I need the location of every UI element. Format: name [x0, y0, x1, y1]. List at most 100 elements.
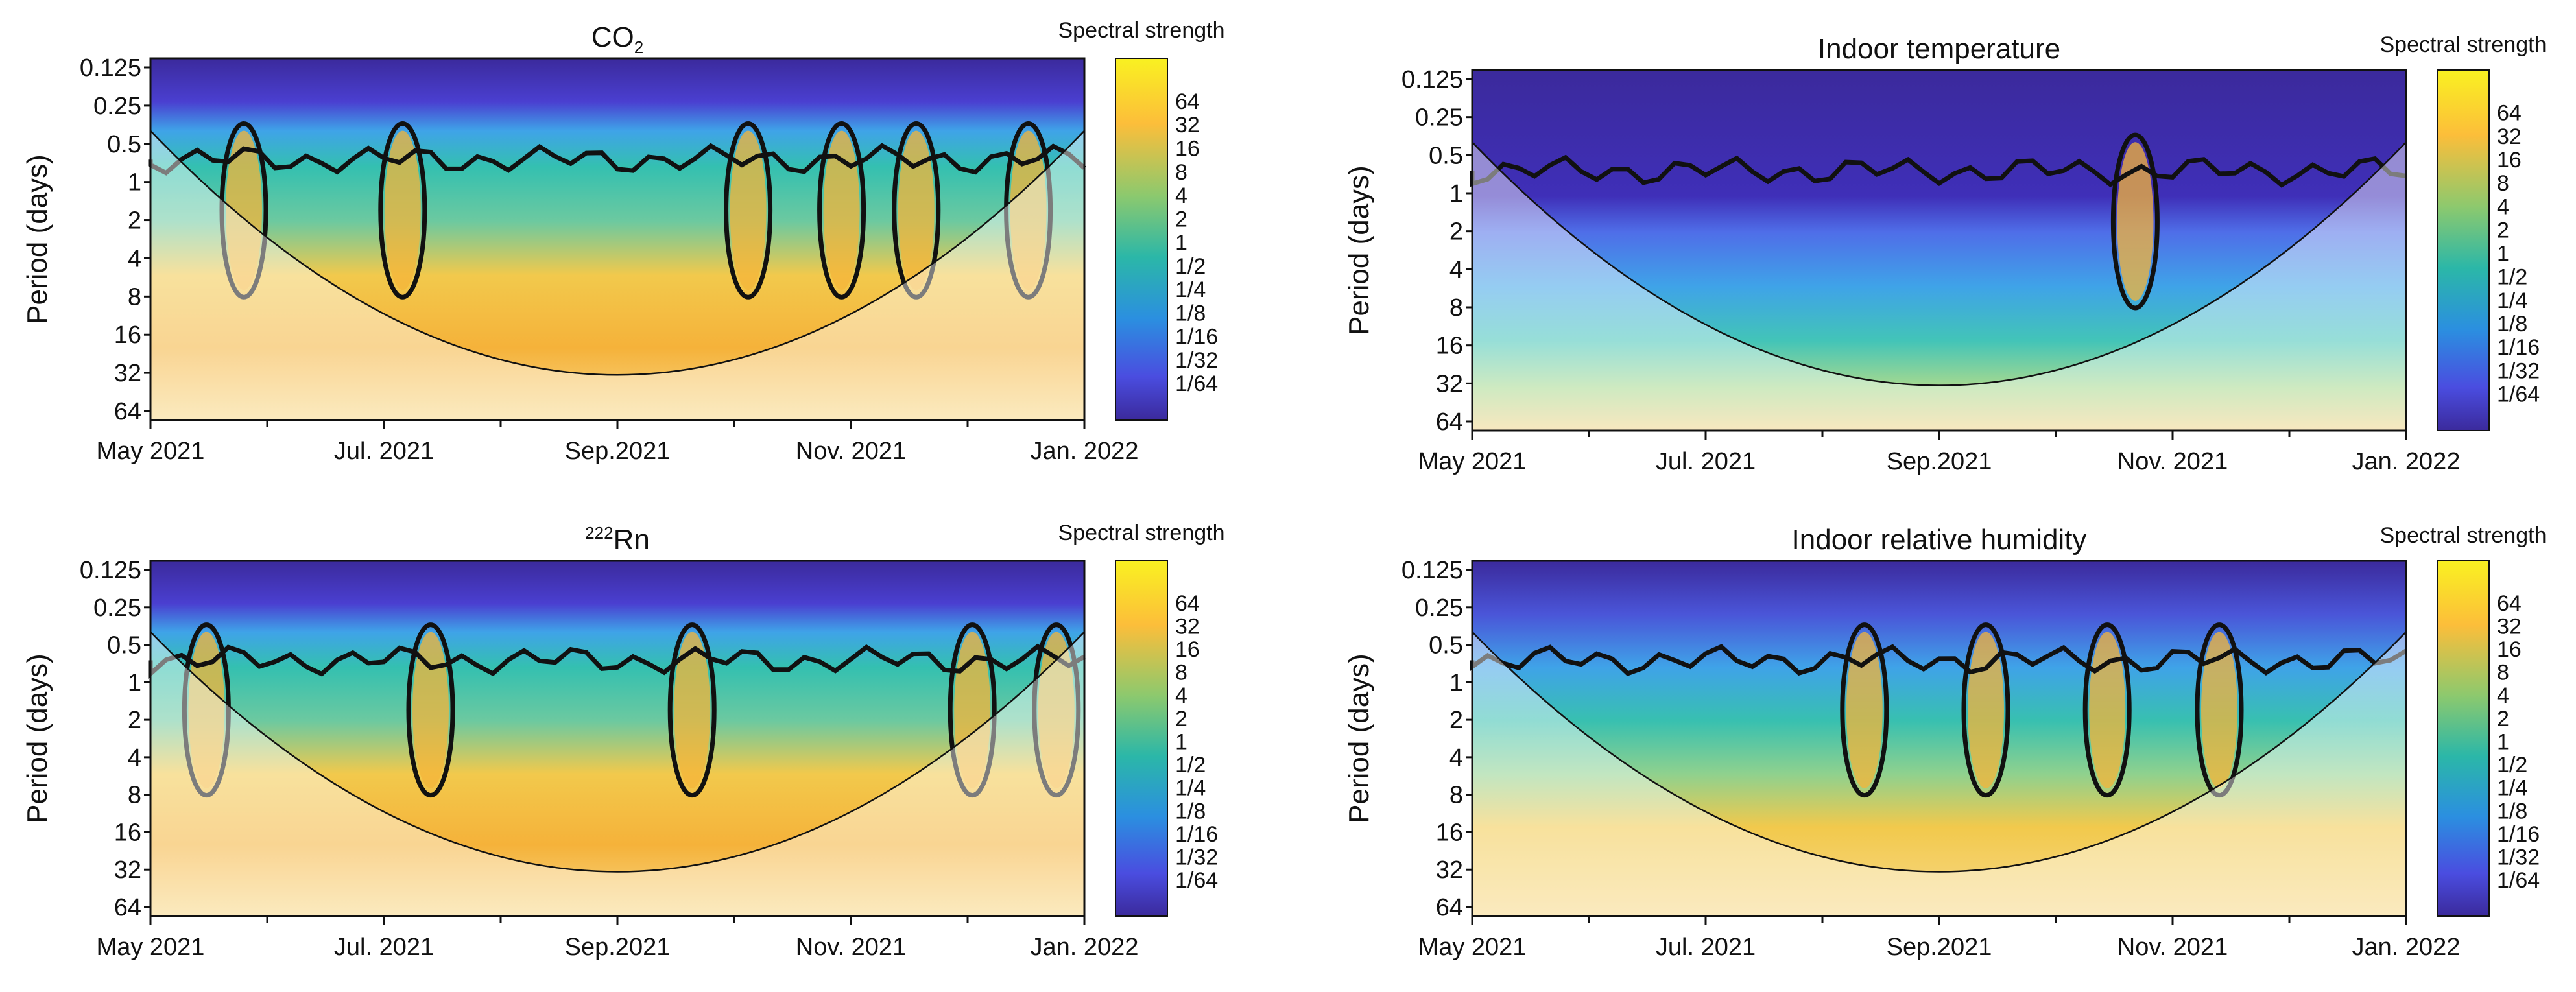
colorbar-tick-label: 1/4: [2497, 776, 2527, 801]
colorbar-tick-label: 1/64: [1175, 868, 1218, 893]
y-tick-label: 0.125: [1401, 557, 1463, 584]
colorbar-tick-label: 1/32: [1175, 845, 1218, 870]
y-tick-label: 0.5: [107, 131, 141, 158]
y-tick-label: 1: [128, 669, 141, 696]
chart-title: Indoor temperature: [1818, 33, 2060, 65]
colorbar-tick-label: 1: [2497, 729, 2509, 754]
x-tick-label: May 2021: [1418, 448, 1527, 475]
colorbar-tick-label: 64: [1175, 89, 1200, 114]
x-tick-label: Nov. 2021: [2117, 934, 2228, 961]
cone-of-influence-line: [150, 631, 1085, 873]
title-subscript: 2: [634, 38, 643, 57]
y-tick-label: 8: [1449, 294, 1463, 322]
colorbar-tick-label: 16: [1175, 137, 1200, 161]
y-tick-label: 0.25: [93, 93, 141, 120]
significance-contour: [1032, 622, 1081, 798]
x-tick-label: Jan. 2022: [1031, 438, 1139, 465]
x-tick-label: Jul. 2021: [334, 934, 434, 961]
radon-wavelet-panel: 0.125 0.25 0.5 1 2 4 8 16 32 64 May 2021 Jul. 2021 S…: [0, 496, 1271, 992]
y-axis-label: Period (days): [1343, 165, 1375, 335]
colorbar-tick-label: 64: [1175, 591, 1200, 616]
colorbar-tick-label: 1/8: [2497, 312, 2527, 337]
ridge-contour: [148, 643, 1086, 679]
colorbar-tick-label: 2: [2497, 707, 2509, 731]
significance-contour: [378, 121, 427, 300]
significance-contour: [1004, 121, 1053, 300]
colorbar-tick-label: 32: [1175, 614, 1200, 639]
y-tick-label: 32: [114, 360, 141, 387]
y-tick-label: 16: [114, 819, 141, 846]
y-tick-label: 32: [114, 856, 141, 884]
significance-contour: [1961, 622, 2010, 798]
colorbar-tick-label: 1/64: [2497, 868, 2540, 893]
y-tick-label: 1: [128, 169, 141, 196]
colorbar-tick-label: 1/2: [1175, 753, 1206, 777]
cone-of-influence-shade: [150, 632, 1084, 916]
power-hotspot: [2089, 632, 2126, 788]
x-tick-label: Nov. 2021: [2117, 448, 2228, 475]
significance-contour: [724, 121, 773, 300]
title-main: Indoor relative humidity: [1792, 524, 2087, 556]
y-tick-label: 0.25: [1415, 104, 1463, 132]
x-tick-label: May 2021: [97, 438, 205, 465]
significance-contour: [2110, 132, 2160, 311]
y-tick-label: 4: [1449, 256, 1463, 283]
y-tick-label: 4: [128, 245, 141, 272]
spectrum-background: [150, 561, 1084, 916]
power-hotspot: [2117, 142, 2154, 301]
y-tick-label: 0.25: [1415, 595, 1463, 622]
chart-title: Indoor relative humidity: [1792, 524, 2087, 556]
y-tick-label: 2: [128, 707, 141, 734]
colorbar-tick-label: 1/16: [1175, 325, 1218, 349]
y-axis-label: Period (days): [21, 654, 53, 823]
cone-of-influence-line: [150, 130, 1085, 376]
ridge-contour: [1470, 154, 2407, 188]
significance-contour: [817, 121, 866, 300]
y-axis-label: Period (days): [1343, 654, 1375, 823]
y-tick-label: 64: [114, 894, 141, 921]
colorbar-tick-label: 1/8: [1175, 301, 1206, 325]
colorbar: [2437, 560, 2490, 917]
x-tick-label: May 2021: [1418, 934, 1527, 961]
power-hotspot: [226, 130, 262, 290]
title-main: Indoor temperature: [1818, 33, 2060, 65]
co2-wavelet-chart: 0.125 0.25 0.5 1 2 4 8 16 32 64 May 2021 Jul. 2021 S…: [21, 18, 1225, 465]
colorbar-tick-label: 1/4: [1175, 278, 1206, 302]
power-hotspot: [898, 130, 935, 290]
title-superscript: 222: [585, 523, 613, 543]
y-tick-label: 0.5: [1429, 632, 1463, 659]
y-tick-label: 32: [1436, 370, 1463, 397]
y-tick-label: 0.5: [1429, 142, 1463, 169]
significance-contour: [667, 622, 717, 798]
significance-contour: [2195, 622, 2244, 798]
y-tick-label: 8: [128, 283, 141, 311]
colorbar-tick-label: 1/32: [1175, 348, 1218, 373]
significance-contour: [182, 622, 231, 798]
power-hotspot: [2201, 632, 2237, 788]
cone-of-influence-shade: [1472, 142, 2406, 431]
colorbar-tick-label: 1/8: [2497, 799, 2527, 823]
y-tick-label: 0.25: [93, 595, 141, 622]
y-tick-label: 0.5: [107, 632, 141, 659]
x-tick-label: Jul. 2021: [334, 438, 434, 465]
colorbar-title: Spectral strength: [1058, 18, 1224, 43]
x-tick-label: Nov. 2021: [796, 934, 906, 961]
y-tick-label: 32: [1436, 856, 1463, 884]
y-tick-label: 0.125: [80, 557, 141, 584]
y-tick-label: 8: [128, 782, 141, 809]
power-hotspot: [1010, 130, 1047, 290]
x-tick-label: Sep.2021: [1887, 934, 1992, 961]
x-tick-label: Nov. 2021: [796, 438, 906, 465]
significance-contour: [2082, 622, 2132, 798]
spectrum-background: [1472, 70, 2406, 431]
y-tick-label: 0.125: [80, 54, 141, 82]
ridge-contour: [148, 143, 1086, 176]
colorbar-tick-label: 16: [1175, 637, 1200, 662]
y-tick-label: 4: [1449, 744, 1463, 772]
colorbar: [1115, 58, 1168, 421]
y-tick-label: 2: [128, 207, 141, 235]
cone-of-influence-shade: [1472, 632, 2406, 916]
colorbar-tick-label: 1/8: [1175, 799, 1206, 823]
